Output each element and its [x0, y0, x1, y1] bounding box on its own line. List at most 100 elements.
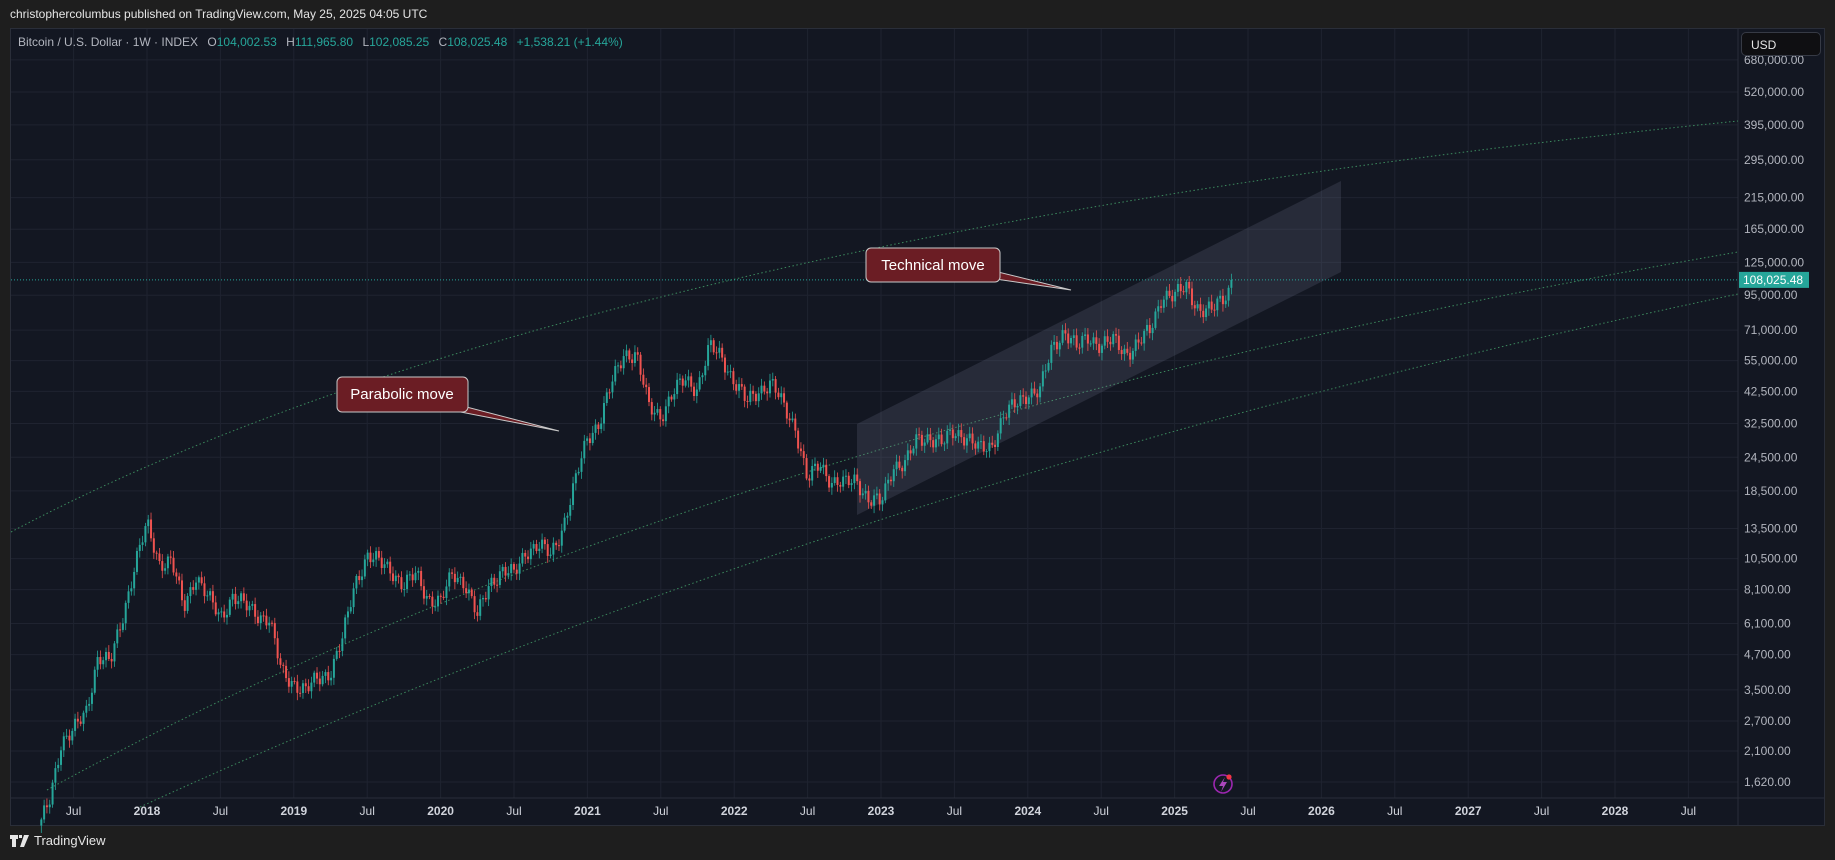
candle[interactable] — [687, 369, 690, 388]
candle[interactable] — [507, 566, 510, 580]
candle[interactable] — [943, 441, 946, 452]
candle[interactable] — [166, 553, 169, 575]
candle[interactable] — [566, 512, 569, 525]
candle[interactable] — [1148, 318, 1151, 339]
candle[interactable] — [349, 600, 352, 614]
candle[interactable] — [138, 538, 141, 558]
candle[interactable] — [68, 729, 71, 748]
candle[interactable] — [116, 624, 119, 648]
candle[interactable] — [406, 570, 409, 593]
candle[interactable] — [386, 559, 389, 568]
candle[interactable] — [1123, 344, 1126, 361]
candle[interactable] — [1213, 303, 1216, 317]
candle[interactable] — [217, 608, 220, 622]
candle[interactable] — [859, 478, 862, 503]
candle[interactable] — [456, 571, 459, 585]
footer-brand[interactable]: TradingView — [10, 833, 106, 848]
candle[interactable] — [316, 667, 319, 685]
candle[interactable] — [164, 563, 167, 575]
candle[interactable] — [813, 457, 816, 471]
candle[interactable] — [1202, 304, 1205, 324]
candle[interactable] — [237, 595, 240, 609]
candle[interactable] — [493, 573, 496, 589]
candle[interactable] — [797, 427, 800, 454]
candle[interactable] — [324, 669, 327, 684]
candle[interactable] — [1075, 328, 1078, 351]
candle[interactable] — [321, 670, 324, 687]
candle[interactable] — [830, 477, 833, 495]
candle[interactable] — [878, 489, 881, 511]
candle[interactable] — [915, 428, 918, 456]
candle[interactable] — [906, 443, 909, 466]
candle[interactable] — [867, 485, 870, 509]
candle[interactable] — [172, 550, 175, 576]
candle[interactable] — [1165, 286, 1168, 307]
candle[interactable] — [375, 547, 378, 567]
candle[interactable] — [271, 620, 274, 627]
candle[interactable] — [141, 535, 144, 551]
candle[interactable] — [346, 606, 349, 625]
candle[interactable] — [268, 616, 271, 633]
candle[interactable] — [1072, 329, 1075, 346]
chart-pane[interactable] — [10, 28, 1825, 826]
candle[interactable] — [771, 372, 774, 387]
candle[interactable] — [465, 581, 468, 598]
candle[interactable] — [85, 699, 88, 718]
candle[interactable] — [715, 346, 718, 360]
candle[interactable] — [842, 470, 845, 491]
candle[interactable] — [963, 433, 966, 450]
candle[interactable] — [436, 590, 439, 612]
candle[interactable] — [400, 571, 403, 593]
candle[interactable] — [93, 666, 96, 695]
candle[interactable] — [256, 610, 259, 627]
candle[interactable] — [1137, 332, 1140, 350]
candle[interactable] — [107, 645, 110, 662]
candle[interactable] — [1143, 328, 1146, 351]
candle[interactable] — [988, 436, 991, 458]
candle[interactable] — [619, 360, 622, 372]
candle[interactable] — [327, 665, 330, 686]
candle[interactable] — [113, 641, 116, 667]
candle[interactable] — [999, 411, 1002, 440]
candle[interactable] — [242, 587, 245, 604]
candle[interactable] — [971, 427, 974, 450]
candle[interactable] — [887, 473, 890, 491]
candle[interactable] — [749, 383, 752, 406]
candle[interactable] — [389, 556, 392, 581]
candle[interactable] — [732, 367, 735, 391]
candle[interactable] — [82, 710, 85, 732]
candle[interactable] — [445, 579, 448, 606]
candle[interactable] — [197, 575, 200, 590]
candle[interactable] — [150, 512, 153, 542]
candle[interactable] — [957, 423, 960, 443]
candle[interactable] — [873, 489, 876, 514]
candle[interactable] — [1044, 364, 1047, 379]
candle[interactable] — [234, 586, 237, 610]
candle[interactable] — [135, 547, 138, 575]
candle[interactable] — [982, 435, 985, 456]
candle[interactable] — [1157, 299, 1160, 319]
candle[interactable] — [875, 486, 878, 500]
candle[interactable] — [712, 338, 715, 355]
candle[interactable] — [451, 568, 454, 579]
candle[interactable] — [431, 591, 434, 614]
candle[interactable] — [791, 411, 794, 423]
candle[interactable] — [189, 582, 192, 604]
candle[interactable] — [1008, 400, 1011, 426]
candle[interactable] — [954, 433, 957, 441]
candle[interactable] — [524, 549, 527, 564]
candle[interactable] — [338, 644, 341, 659]
candle[interactable] — [583, 434, 586, 464]
candle[interactable] — [155, 550, 158, 560]
candle[interactable] — [1190, 281, 1193, 310]
candle[interactable] — [816, 460, 819, 478]
candle[interactable] — [383, 558, 386, 575]
candle[interactable] — [979, 434, 982, 450]
candle[interactable] — [698, 371, 701, 392]
candle[interactable] — [588, 433, 591, 451]
candle[interactable] — [1055, 336, 1058, 354]
candle[interactable] — [1145, 319, 1148, 336]
candle[interactable] — [1230, 273, 1233, 295]
candle[interactable] — [904, 454, 907, 476]
candle[interactable] — [408, 571, 411, 581]
